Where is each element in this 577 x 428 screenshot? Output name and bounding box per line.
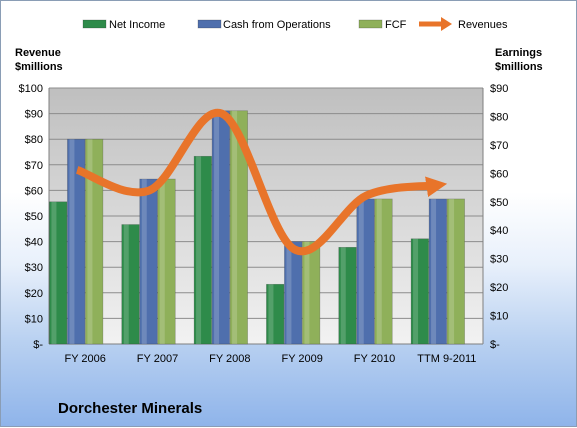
bar-fcf [302,241,321,345]
legend-arrowhead [441,17,452,31]
bar-highlight [69,139,75,344]
bar-highlight [358,198,364,344]
right-tick-label: $80 [490,111,508,123]
bar-highlight [340,247,346,344]
legend-swatch-cash-from-operations [197,19,222,29]
legend-swatch-net-income [82,19,107,29]
left-tick-label: $20 [25,288,43,300]
left-tick-label: $60 [25,185,43,197]
bar-highlight [268,284,274,344]
bar-net-income [121,224,140,345]
category-label: FY 2008 [209,353,250,365]
bar-highlight [123,224,129,344]
category-label: FY 2010 [354,353,395,365]
bar-fcf [229,110,248,345]
bar-highlight [141,179,147,344]
bar-highlight [159,179,165,344]
bar-highlight [196,156,202,344]
legend-label: FCF [385,19,407,31]
legend-label: Revenues [458,19,508,31]
bar-fcf [446,198,465,345]
bar-highlight [232,110,238,344]
category-label: TTM 9-2011 [417,353,476,365]
right-tick-label: $30 [490,254,508,266]
bar-net-income [193,155,212,345]
bar-highlight [304,241,310,344]
right-tick-label: $90 [490,83,508,95]
legend-label: Net Income [109,19,165,31]
right-tick-label: $20 [490,282,508,294]
legend-label: Cash from Operations [223,19,331,31]
right-tick-label: $40 [490,225,508,237]
left-tick-label: $100 [19,83,43,95]
plot-area: $- $10 $20 $30 $40 $50 $60 $70 $80 $90 $100 $- $10 $2… [19,83,509,365]
bar-highlight [214,110,220,344]
bar-cash-from-operations [139,178,158,345]
bar-net-income [338,246,357,345]
category-label: FY 2007 [137,353,178,365]
bar-cash-from-operations [284,241,303,345]
right-axis-title: Earnings $millions [495,47,543,73]
left-tick-label: $- [33,339,43,351]
bar-cash-from-operations [67,138,86,345]
bar-net-income [410,238,429,345]
legend: Net Income Cash from Operations FCF Revenue… [82,17,508,31]
bar-highlight [376,198,382,344]
left-tick-label: $90 [25,109,43,121]
bar-highlight [87,139,93,344]
category-label: FY 2006 [64,353,105,365]
right-tick-label: $10 [490,311,508,323]
right-tick-label: $60 [490,168,508,180]
left-tick-label: $10 [25,313,43,325]
bar-highlight [51,201,57,344]
right-tick-label: $50 [490,197,508,209]
category-label: FY 2009 [281,353,322,365]
bar-highlight [286,241,292,344]
left-tick-label: $80 [25,134,43,146]
left-tick-label: $50 [25,211,43,223]
legend-swatch-fcf [358,19,383,29]
bar-fcf [85,138,104,345]
left-tick-label: $30 [25,262,43,274]
left-tick-label: $70 [25,160,43,172]
left-axis-title: Revenue $millions [15,47,63,73]
company-name: Dorchester Minerals [58,400,203,417]
series-line-revenues [75,108,448,256]
bar-cash-from-operations [428,198,447,345]
bar-highlight [431,198,437,344]
bar-fcf [374,198,393,345]
bar-highlight [449,198,455,344]
left-tick-label: $40 [25,237,43,249]
right-tick-label: $- [490,339,500,351]
bar-highlight [413,238,419,344]
bar-net-income [266,283,285,345]
right-tick-label: $70 [490,140,508,152]
bar-net-income [49,201,68,345]
